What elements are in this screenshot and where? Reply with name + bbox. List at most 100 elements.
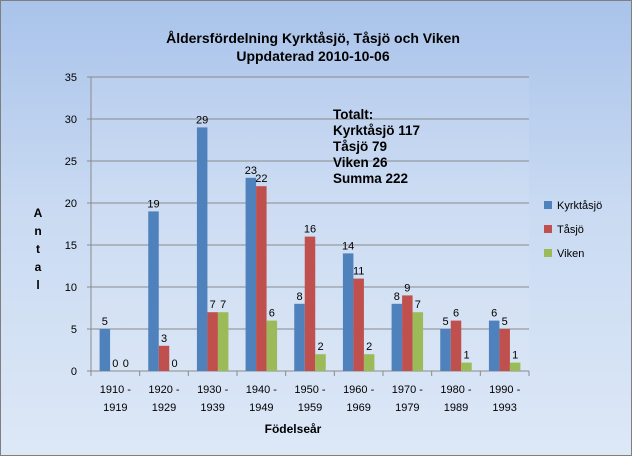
data-label: 8 <box>296 291 302 303</box>
legend-label: Kyrktåsjö <box>557 200 602 212</box>
x-tick-label: 1939 <box>200 402 224 414</box>
y-axis-title-letter: A <box>34 206 43 220</box>
y-axis-title-letter: a <box>35 260 42 274</box>
legend-swatch <box>544 249 552 257</box>
bar <box>256 186 267 371</box>
y-tick-label: 0 <box>71 366 77 378</box>
x-tick-label: 1950 - <box>294 384 326 396</box>
annotation-line: Kyrktåsjö 117 <box>333 123 420 138</box>
bar <box>245 177 257 371</box>
x-tick-label: 1929 <box>152 402 176 414</box>
legend-label: Tåsjö <box>557 224 584 236</box>
data-label: 29 <box>196 114 208 126</box>
data-label: 6 <box>269 308 275 320</box>
x-tick-label: 1920 - <box>148 384 180 396</box>
y-tick-label: 30 <box>65 114 77 126</box>
bar <box>488 320 500 371</box>
y-tick-label: 15 <box>65 240 77 252</box>
bar <box>363 354 375 371</box>
bar <box>499 329 510 371</box>
x-tick-label: 1993 <box>492 402 516 414</box>
bar <box>294 303 305 371</box>
data-label: 1 <box>463 350 469 362</box>
data-label: 11 <box>353 266 364 278</box>
x-tick-label: 1940 - <box>246 384 278 396</box>
x-tick-label: 1930 - <box>197 384 229 396</box>
bar <box>158 345 170 371</box>
legend: Kyrktåsjö Tåsjö Viken <box>544 200 602 260</box>
data-label: 16 <box>304 224 316 236</box>
annotation-line: Totalt: <box>333 107 373 122</box>
x-tick-label: 1990 - <box>489 384 521 396</box>
y-axis-title-letter: t <box>36 242 40 256</box>
data-label: 7 <box>220 299 226 311</box>
bar <box>304 236 316 371</box>
annotation-line: Viken 26 <box>333 155 388 170</box>
x-tick-label: 1959 <box>298 402 322 414</box>
x-tick-label: 1989 <box>444 402 468 414</box>
data-label: 5 <box>442 316 448 328</box>
bar <box>315 354 326 371</box>
legend-swatch <box>544 201 552 209</box>
data-label: 0 <box>112 358 118 370</box>
data-label: 6 <box>491 308 497 320</box>
data-label: 19 <box>147 198 159 210</box>
x-tick-label: 1979 <box>395 402 419 414</box>
annotation-line: Tåsjö 79 <box>333 139 387 154</box>
y-axis-title-letter: n <box>34 224 41 238</box>
data-label: 5 <box>102 316 108 328</box>
data-label: 2 <box>366 341 372 353</box>
bar <box>509 362 521 371</box>
y-tick-label: 5 <box>71 324 77 336</box>
bar <box>196 127 208 372</box>
data-label: 5 <box>502 316 508 328</box>
data-label: 7 <box>415 299 421 311</box>
bar <box>412 312 424 371</box>
data-label: 1 <box>512 350 518 362</box>
bar <box>450 320 462 371</box>
chart-title: Åldersfördelning Kyrktåsjö, Tåsjö och Vi… <box>166 30 460 46</box>
bar <box>353 278 364 371</box>
x-tick-label: 1949 <box>249 402 273 414</box>
data-label: 3 <box>161 333 167 345</box>
bar <box>207 312 218 371</box>
data-label: 0 <box>123 358 129 370</box>
bar <box>402 295 413 371</box>
x-tick-label: 1910 - <box>100 384 132 396</box>
bar <box>266 320 278 371</box>
y-tick-label: 20 <box>65 198 77 210</box>
legend-label: Viken <box>557 248 584 260</box>
data-label: 2 <box>317 341 323 353</box>
data-label: 7 <box>210 299 216 311</box>
data-label: 8 <box>394 291 400 303</box>
x-tick-label: 1980 - <box>440 384 472 396</box>
y-axis-title-letter: l <box>36 278 39 292</box>
bar <box>391 303 403 371</box>
chart-subtitle: Uppdaterad 2010-10-06 <box>236 48 390 64</box>
legend-swatch <box>544 225 552 233</box>
y-tick-label: 25 <box>65 156 77 168</box>
data-label: 0 <box>171 358 177 370</box>
bar <box>99 329 111 371</box>
x-tick-label: 1919 <box>103 402 127 414</box>
bar <box>461 362 472 371</box>
y-tick-label: 10 <box>65 282 77 294</box>
data-label: 14 <box>342 240 354 252</box>
y-tick-label: 35 <box>65 72 77 84</box>
data-label: 6 <box>453 308 459 320</box>
data-label: 23 <box>245 165 257 177</box>
data-label: 9 <box>404 282 410 294</box>
plot-area: 0510152025303551929238148560372216119650… <box>65 72 530 414</box>
bar <box>440 329 451 371</box>
x-tick-label: 1970 - <box>392 384 424 396</box>
x-tick-label: 1969 <box>346 402 370 414</box>
annotation-line: Summa 222 <box>333 171 408 186</box>
bar <box>217 312 229 371</box>
x-tick-label: 1960 - <box>343 384 375 396</box>
bar <box>148 211 159 371</box>
bar <box>342 253 354 371</box>
